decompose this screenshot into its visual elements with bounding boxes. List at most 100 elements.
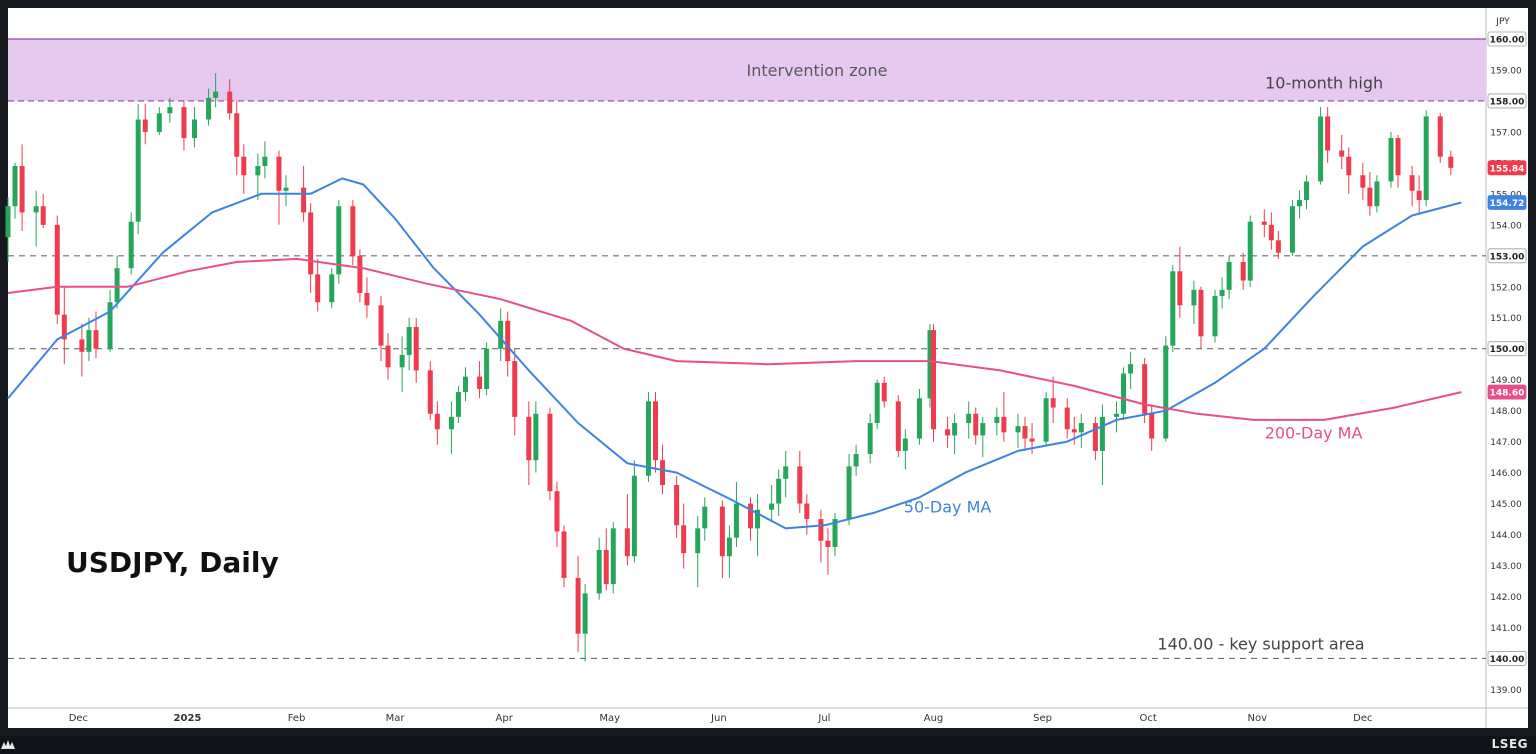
candle-body <box>262 156 268 166</box>
candle-body <box>1092 423 1098 451</box>
x-tick-label: Dec <box>69 713 88 724</box>
price-badge <box>1487 651 1527 666</box>
x-axis-panel <box>8 708 1528 728</box>
candle-body <box>336 206 342 275</box>
candle-body <box>255 165 261 176</box>
candle-body <box>241 156 247 176</box>
candle-body <box>719 506 725 557</box>
candle-body <box>966 413 972 424</box>
x-tick-label: Sep <box>1033 713 1052 724</box>
candle-body <box>596 550 602 594</box>
candle-body <box>378 305 384 346</box>
candle-body <box>952 423 958 436</box>
candle-body <box>867 423 873 455</box>
candle-body <box>1121 373 1127 414</box>
price-badge-label: 140.00 <box>1490 655 1525 665</box>
candle-body <box>12 165 18 207</box>
candle-body <box>733 503 739 538</box>
candle-body <box>308 212 314 275</box>
candle-body <box>994 416 1000 424</box>
candle-body <box>1395 138 1401 176</box>
candle-body <box>895 401 901 451</box>
candle-body <box>142 119 148 132</box>
candle-body <box>93 330 99 349</box>
x-tick-label: Nov <box>1247 713 1267 724</box>
price-badge <box>1487 160 1527 176</box>
candle-body <box>783 466 789 479</box>
candle-body <box>385 345 391 368</box>
candle-body <box>128 221 134 269</box>
candle-body <box>1423 116 1429 201</box>
ma200-line <box>7 257 1462 421</box>
x-tick-label: Aug <box>924 713 944 724</box>
ten-month-high-label: 10-month high <box>1265 73 1383 92</box>
candle-body <box>1163 345 1169 439</box>
candle-body <box>1198 289 1204 337</box>
x-tick-label: Dec <box>1353 713 1372 724</box>
candle-body <box>1289 206 1295 253</box>
y-tick-label: 143.00 <box>1490 562 1522 572</box>
candle-body <box>477 376 483 389</box>
candle-body <box>945 429 951 436</box>
candle-body <box>916 398 922 439</box>
candle-body <box>1360 175 1366 188</box>
candle-body <box>512 361 518 417</box>
candle-body <box>702 506 708 529</box>
candle-body <box>1226 261 1232 290</box>
candle-body <box>234 113 240 157</box>
candle-body <box>973 413 979 436</box>
candle-body <box>1170 271 1176 346</box>
x-tick-label: Oct <box>1140 713 1157 724</box>
candle-body <box>283 187 289 191</box>
chart-title: USDJPY, Daily <box>66 546 279 579</box>
candle-body <box>645 401 651 476</box>
candle-body <box>1071 429 1077 433</box>
candle-body <box>769 503 775 510</box>
candle-body <box>1261 221 1267 225</box>
y-tick-label: 157.00 <box>1490 128 1522 138</box>
candle-body <box>832 519 838 547</box>
candle-body <box>1128 364 1134 374</box>
candle-body <box>902 438 908 451</box>
candle-body <box>505 320 511 362</box>
candle-body <box>853 454 859 467</box>
candle-body <box>846 466 852 520</box>
candle-body <box>1275 240 1281 253</box>
candle-body <box>1296 200 1302 207</box>
y-tick-label: 141.00 <box>1490 624 1522 634</box>
candle-body <box>748 503 754 529</box>
candle-body <box>695 528 701 554</box>
ma200-label: 200-Day MA <box>1265 423 1363 442</box>
candle-body <box>1212 296 1218 337</box>
candle-body <box>554 491 560 532</box>
candle-body <box>603 550 609 585</box>
candle-body <box>448 416 454 430</box>
candle-body <box>54 224 60 315</box>
candle-body <box>434 413 440 430</box>
candle-body <box>726 537 732 557</box>
candle-body <box>575 577 581 634</box>
candle-body <box>927 330 933 399</box>
candle-body <box>674 484 680 526</box>
candle-body <box>1247 221 1253 281</box>
price-badge-label: 150.00 <box>1490 345 1525 355</box>
candle-body <box>192 119 198 139</box>
y-tick-label: 149.00 <box>1490 376 1522 386</box>
candle-body <box>167 107 173 114</box>
candle-body <box>301 187 307 213</box>
candle-body <box>5 206 11 238</box>
price-badge-label: 160.00 <box>1490 35 1525 45</box>
candle-body <box>1029 438 1035 442</box>
x-tick-label: Jul <box>817 713 830 724</box>
candle-body <box>114 268 120 303</box>
x-tick-label: 2025 <box>174 713 202 724</box>
candle-body <box>227 91 233 114</box>
price-badge-label: 148.60 <box>1490 389 1525 399</box>
y-tick-label: 159.00 <box>1490 66 1522 76</box>
y-tick-label: 145.00 <box>1490 500 1522 510</box>
candle-body <box>1374 181 1380 207</box>
candle-body <box>1015 426 1021 433</box>
candle-body <box>206 97 212 120</box>
candle-body <box>364 292 370 306</box>
candle-body <box>19 165 25 213</box>
